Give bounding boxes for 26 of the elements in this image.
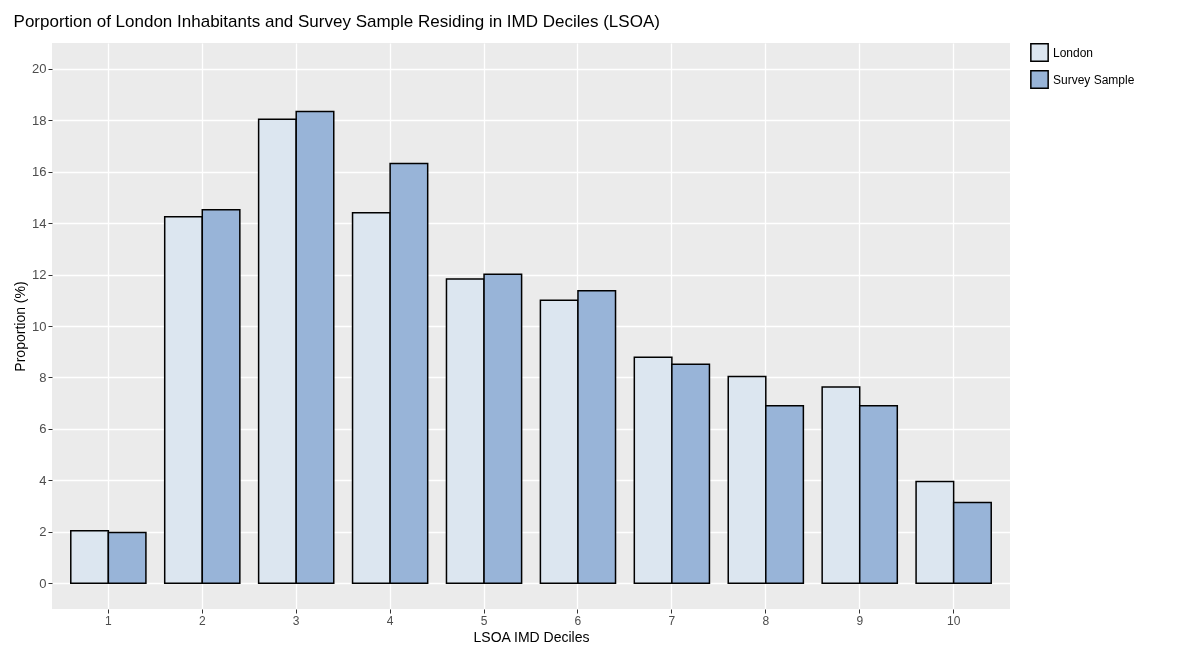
y-tick-label: 20: [32, 61, 47, 77]
x-tick-label: 4: [386, 613, 394, 628]
chart-title: Porportion of London Inhabitants and Survey Sample Residing in IMD Deciles (LSOA): [13, 12, 660, 31]
y-tick-label: 0: [39, 575, 47, 591]
x-tick-label: 8: [762, 613, 770, 628]
x-tick-label: 3: [292, 613, 300, 628]
x-tick-label: 10: [946, 613, 961, 628]
y-tick-label: 14: [32, 215, 47, 231]
x-axis-title: LSOA IMD Deciles: [473, 628, 590, 645]
y-tick-label: 2: [39, 524, 47, 540]
y-tick-label: 10: [32, 318, 47, 334]
y-tick-label: 18: [32, 112, 47, 128]
x-tick-label: 7: [668, 613, 676, 628]
y-tick-label: 12: [32, 267, 47, 283]
x-tick-label: 5: [480, 613, 488, 628]
x-tick-label: 9: [856, 613, 864, 628]
x-tick-label: 2: [198, 613, 206, 628]
x-tick-label: 6: [574, 613, 582, 628]
y-tick-label: 4: [39, 472, 47, 488]
y-axis-title: Proportion (%): [12, 281, 29, 372]
x-tick-label: 1: [105, 613, 113, 628]
legend-label: Survey Sample: [1053, 72, 1135, 87]
y-tick-label: 16: [32, 164, 47, 180]
legend-label: London: [1053, 45, 1094, 60]
y-tick-label: 6: [39, 421, 47, 437]
y-tick-label: 8: [39, 369, 47, 385]
